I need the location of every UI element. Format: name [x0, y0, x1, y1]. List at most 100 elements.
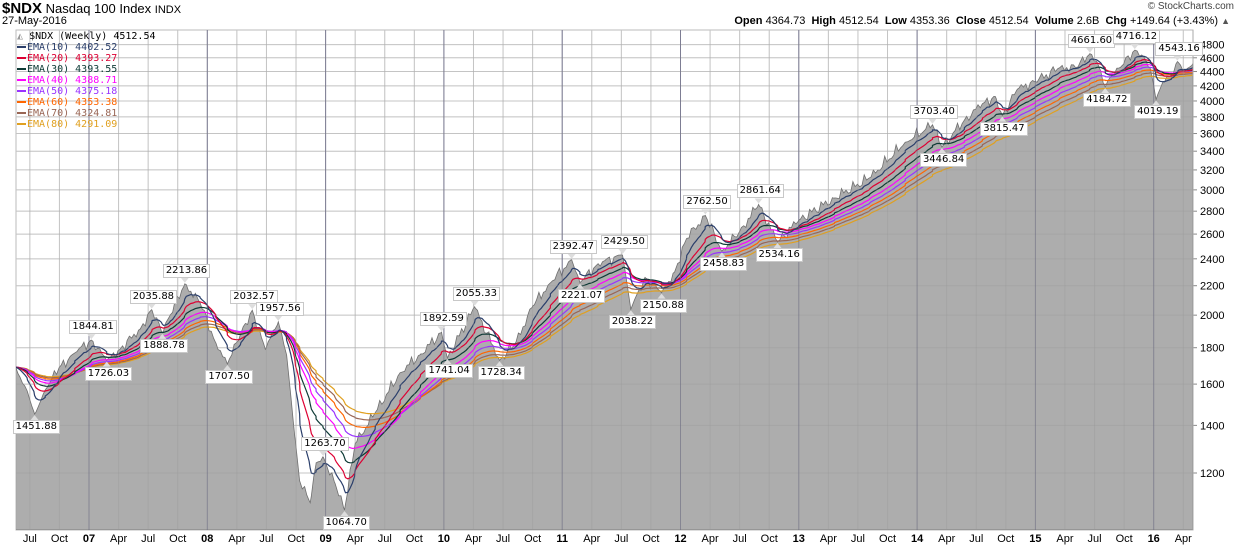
label-pointer [626, 310, 635, 316]
legend-price: ◭ $NDX (Weekly) 4512.54 [17, 31, 156, 42]
label-pointer [30, 415, 39, 421]
annotation-label: 2458.83 [699, 257, 748, 272]
y-tick-label: 3600 [1200, 129, 1224, 141]
label-pointer [998, 116, 1007, 122]
annotation-label: 2150.88 [639, 298, 687, 313]
legend: ◭ $NDX (Weekly) 4512.54 EMA(10) 4402.52 E… [17, 31, 156, 130]
label-pointer [319, 451, 328, 457]
y-tick-label: 1600 [1200, 379, 1224, 391]
x-tick-label: Apr [110, 533, 127, 545]
annotation-label: 1728.34 [477, 366, 525, 381]
annotation-label: 2035.88 [129, 289, 178, 304]
annotation-label: 1957.56 [256, 301, 304, 316]
y-tick-label: 2000 [1200, 310, 1224, 322]
mountain-icon: ◭ [17, 31, 24, 42]
x-tick-label: 11 [556, 533, 568, 545]
x-tick-label: Jul [851, 533, 865, 545]
x-tick-label: Jul [141, 533, 155, 545]
x-tick-label: 08 [201, 533, 213, 545]
legend-swatch [17, 101, 26, 103]
x-tick-label: Apr [465, 533, 482, 545]
high-value: 4512.54 [838, 15, 879, 27]
annotation-label: 1707.50 [205, 370, 253, 384]
x-tick-label: Apr [1056, 533, 1073, 545]
x-tick-label: Oct [997, 533, 1014, 545]
label-pointer [937, 147, 946, 153]
symbol: $NDX [2, 0, 43, 17]
x-tick-label: 10 [438, 533, 450, 545]
x-tick-label: 15 [1029, 533, 1041, 545]
y-tick-label: 4000 [1200, 96, 1224, 108]
y-tick-label: 3000 [1200, 185, 1224, 197]
label-pointer [443, 359, 452, 365]
x-tick-label: Oct [51, 533, 68, 545]
legend-swatch [17, 46, 26, 48]
volume-label: Volume [1034, 15, 1074, 27]
y-tick-label: 3800 [1200, 112, 1224, 124]
label-pointer [340, 510, 349, 516]
annotation-label: 1892.59 [419, 312, 467, 327]
y-tick-label: 3200 [1200, 165, 1224, 177]
legend-ema-80: EMA(80) 4291.09 [17, 119, 156, 130]
legend-ema-10: EMA(10) 4402.52 [17, 42, 156, 53]
annotation-label: 1726.03 [84, 366, 133, 381]
ema-10-line [16, 55, 1193, 494]
y-tick-label: 1200 [1200, 468, 1224, 480]
legend-swatch [17, 68, 26, 70]
legend-swatch [17, 123, 26, 125]
y-tick-label: 2800 [1200, 206, 1224, 218]
ohlc-bar: Open 4364.73 High 4512.54 Low 4353.36 Cl… [734, 15, 1230, 27]
label-pointer [754, 198, 763, 204]
label-pointer [223, 365, 232, 371]
label-pointer [495, 361, 504, 367]
x-tick-label: Oct [1116, 533, 1133, 545]
label-pointer [437, 326, 446, 332]
annotation-label: 1888.78 [140, 338, 188, 353]
annotation-label: 2392.47 [549, 239, 598, 254]
x-tick-label: Apr [938, 533, 955, 545]
annotation-label: 2213.86 [162, 263, 211, 278]
x-tick-label: 09 [319, 533, 331, 545]
y-tick-label: 2600 [1200, 229, 1224, 241]
legend-ema-20: EMA(20) 4393.27 [17, 53, 156, 64]
x-tick-label: 16 [1148, 533, 1160, 545]
x-tick-label: Jul [614, 533, 628, 545]
legend-ema-40: EMA(40) 4388.71 [17, 75, 156, 86]
label-pointer [274, 315, 283, 321]
up-triangle-icon: ▲ [1221, 16, 1230, 26]
annotation-label: 4543.16 [1155, 41, 1203, 56]
legend-swatch [17, 112, 26, 114]
y-tick-label: 4400 [1200, 67, 1224, 79]
x-tick-label: Jul [378, 533, 392, 545]
label-pointer [1152, 100, 1161, 106]
x-tick-label: 07 [83, 533, 95, 545]
copyright: © StockCharts.com [1147, 1, 1234, 12]
legend-ema-50: EMA(50) 4375.18 [17, 86, 156, 97]
annotation-label: 1741.04 [425, 364, 473, 378]
annotation-label: 2429.50 [600, 235, 648, 250]
y-tick-label: 4200 [1200, 81, 1224, 93]
legend-ema-label: EMA(50) 4375.18 [27, 86, 118, 97]
label-pointer [773, 243, 782, 249]
chg-label: Chg [1105, 15, 1127, 27]
chg-value: +149.64 (+3.43%) [1129, 15, 1219, 27]
annotation-label: 1451.88 [12, 420, 60, 435]
legend-ema-label: EMA(70) 4324.81 [27, 108, 118, 119]
annotation-label: 2032.57 [230, 290, 278, 305]
x-tick-label: Jul [23, 533, 37, 545]
x-tick-label: Oct [524, 533, 541, 545]
legend-price-label: $NDX (Weekly) 4512.54 [29, 31, 156, 42]
legend-ema-label: EMA(40) 4388.71 [27, 75, 118, 86]
label-pointer [1173, 55, 1182, 61]
legend-ema-label: EMA(80) 4291.09 [27, 119, 118, 130]
legend-ema-70: EMA(70) 4324.81 [17, 108, 156, 119]
legend-ema-label: EMA(10) 4402.52 [27, 42, 118, 53]
legend-ema-60: EMA(60) 4353.38 [17, 97, 156, 108]
x-tick-label: 13 [793, 533, 805, 545]
label-pointer [248, 304, 257, 310]
high-label: High [811, 15, 836, 27]
annotation-label: 4716.12 [1112, 30, 1161, 45]
label-pointer [87, 334, 96, 340]
ema-30-line [16, 61, 1193, 464]
x-tick-label: Apr [820, 533, 837, 545]
